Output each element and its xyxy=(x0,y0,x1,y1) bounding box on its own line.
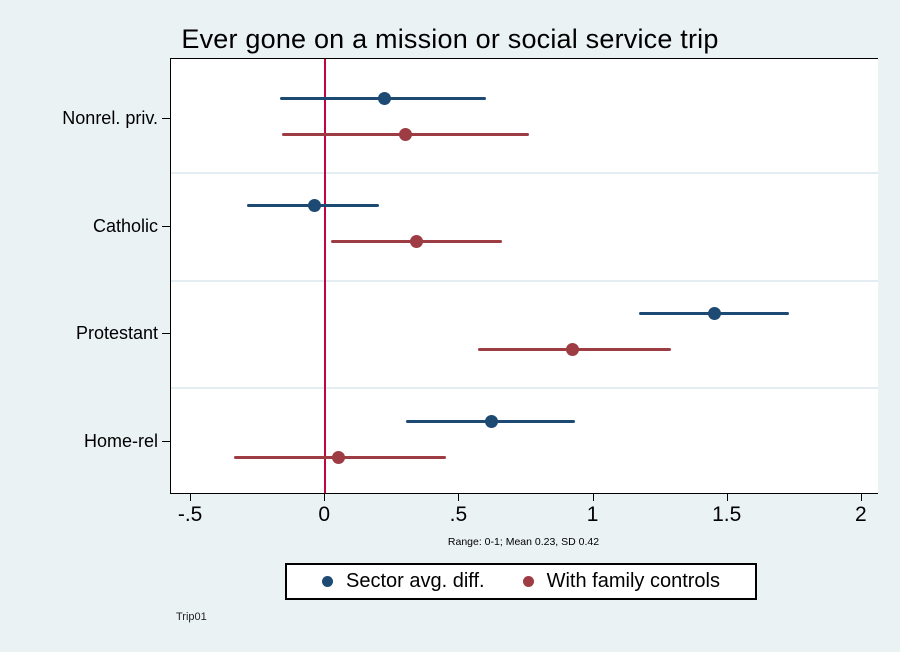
y-axis-label: Protestant xyxy=(75,323,158,344)
x-axis-note: Range: 0-1; Mean 0.23, SD 0.42 xyxy=(447,536,600,548)
x-axis-tick xyxy=(324,493,326,501)
point-marker xyxy=(308,199,322,213)
point-marker xyxy=(707,306,721,320)
point-marker xyxy=(485,414,499,428)
gridline xyxy=(171,171,878,174)
x-axis-tick xyxy=(860,493,862,501)
zero-reference-line xyxy=(324,59,327,493)
plot-area xyxy=(170,58,878,494)
point-marker xyxy=(410,235,423,249)
legend-label-sector-avg-diff: Sector avg. diff. xyxy=(346,570,485,592)
point-marker xyxy=(332,450,346,464)
legend-item-with-family-controls: With family controls xyxy=(522,570,720,593)
legend: Sector avg. diff. With family controls xyxy=(285,563,757,600)
x-axis-label: 2 xyxy=(855,503,867,526)
watermark: Trip01 xyxy=(176,611,207,623)
gridline xyxy=(171,279,878,282)
legend-item-sector-avg-diff: Sector avg. diff. xyxy=(322,570,485,593)
y-axis-label: Nonrel. priv. xyxy=(62,108,158,128)
x-axis-label: -.5 xyxy=(177,503,203,526)
legend-label-with-family-controls: With family controls xyxy=(546,570,720,592)
legend-dot-navy-icon xyxy=(322,576,334,587)
x-axis-label: 0 xyxy=(318,503,331,526)
point-marker xyxy=(377,91,391,105)
gridline xyxy=(171,387,878,390)
x-axis-label: 1 xyxy=(586,503,599,526)
x-axis-label: .5 xyxy=(449,503,468,526)
y-axis-tick xyxy=(162,333,170,335)
y-axis-tick xyxy=(162,225,170,227)
point-marker xyxy=(399,127,413,141)
point-marker xyxy=(565,342,579,356)
y-axis-tick xyxy=(162,441,170,443)
y-axis-label: Catholic xyxy=(92,215,158,236)
chart-title: Ever gone on a mission or social service… xyxy=(181,24,719,54)
y-axis-tick xyxy=(162,118,170,119)
x-axis-tick xyxy=(726,493,728,501)
x-axis-tick xyxy=(592,493,594,501)
legend-dot-maroon-icon xyxy=(522,576,534,587)
x-axis-tick xyxy=(190,493,192,501)
y-axis-label: Home-rel xyxy=(83,431,158,452)
x-axis-label: 1.5 xyxy=(712,503,742,526)
x-axis-tick xyxy=(458,493,460,501)
